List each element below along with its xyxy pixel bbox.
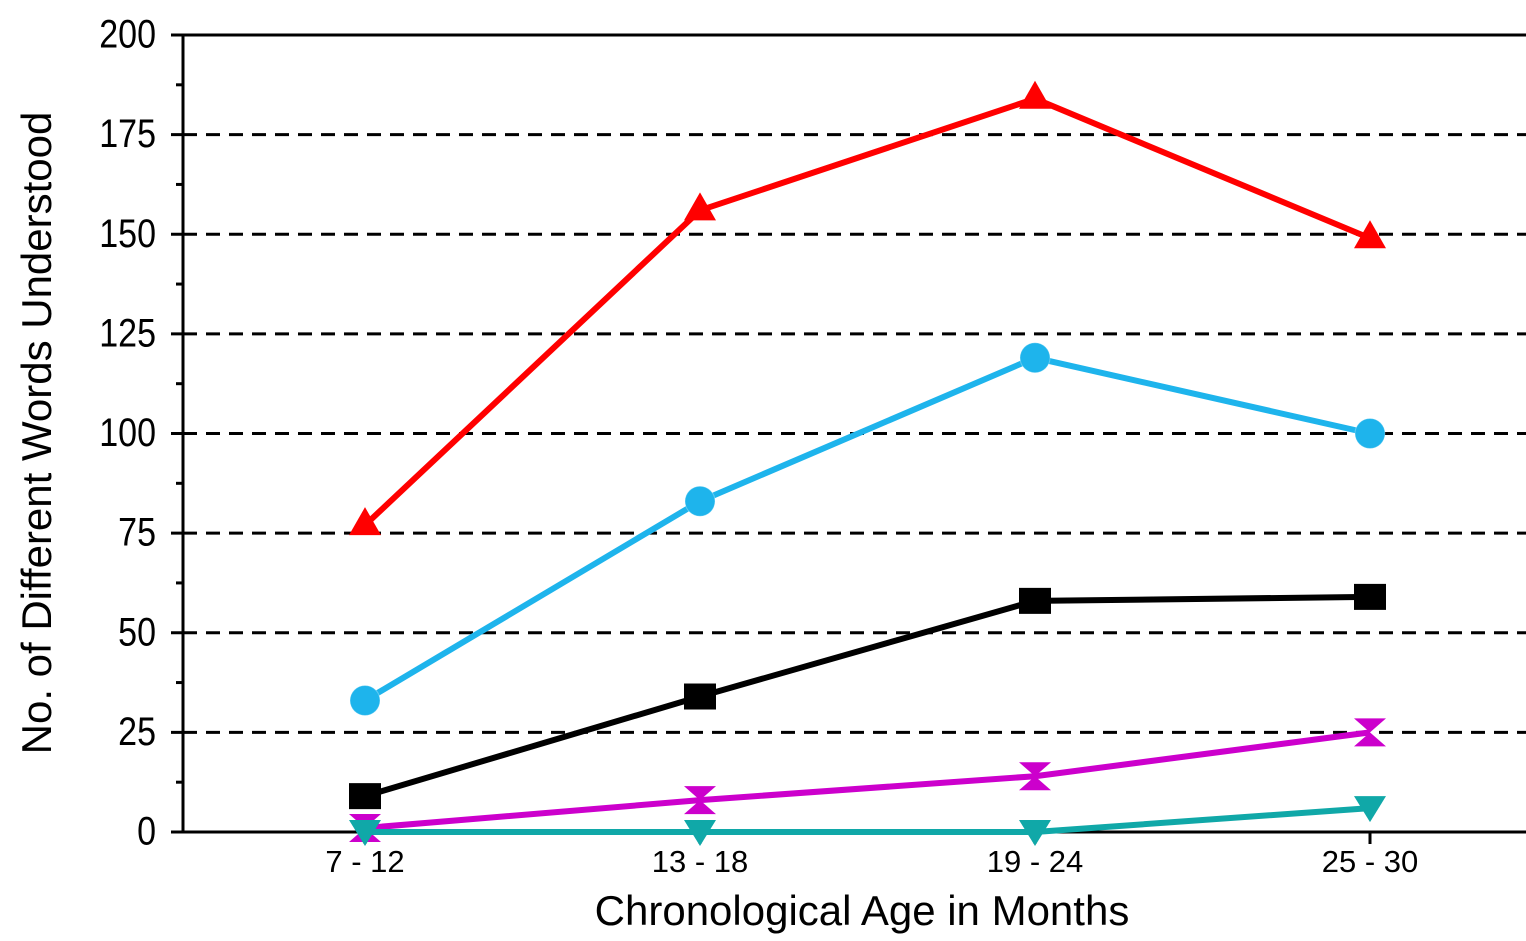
- marker: [1019, 762, 1051, 791]
- series-line: [364, 593, 1371, 800]
- marker: [684, 820, 716, 846]
- marker: [349, 820, 381, 846]
- y-tick-label: 175: [99, 111, 156, 156]
- marker: [684, 786, 716, 815]
- x-tick-label: 13 - 18: [652, 844, 749, 879]
- series-line: [363, 354, 1371, 704]
- marker: [1354, 583, 1386, 610]
- marker: [349, 783, 381, 810]
- marker: [349, 684, 381, 716]
- marker: [1019, 820, 1051, 846]
- marker: [684, 485, 716, 517]
- y-tick-label: 125: [99, 310, 156, 355]
- marker: [1354, 418, 1386, 449]
- marker: [1019, 587, 1051, 614]
- x-tick-label: 19 - 24: [987, 844, 1084, 879]
- y-tick-label: 25: [118, 708, 156, 753]
- y-tick-label: 75: [118, 509, 156, 554]
- marker: [684, 683, 716, 710]
- marker: [1354, 220, 1386, 249]
- x-tick-label: 25 - 30: [1322, 844, 1419, 879]
- marker: [1019, 342, 1051, 374]
- marker: [1354, 796, 1386, 823]
- y-tick-label: 150: [99, 210, 156, 255]
- marker: [1354, 718, 1386, 747]
- series-line: [364, 729, 1371, 832]
- marker: [1019, 80, 1051, 109]
- x-axis-title: Chronological Age in Months: [595, 887, 1130, 934]
- series-line: [365, 805, 1371, 835]
- marker: [684, 192, 716, 221]
- x-tick-label: 7 - 12: [325, 844, 404, 879]
- y-axis-title: No. of Different Words Understood: [13, 112, 60, 755]
- y-tick-label: 100: [99, 409, 156, 454]
- marker: [349, 507, 381, 536]
- y-tick-label: 0: [137, 808, 156, 853]
- y-tick-label: 200: [99, 11, 156, 56]
- series-line: [362, 95, 1372, 528]
- y-tick-label: 50: [118, 609, 156, 654]
